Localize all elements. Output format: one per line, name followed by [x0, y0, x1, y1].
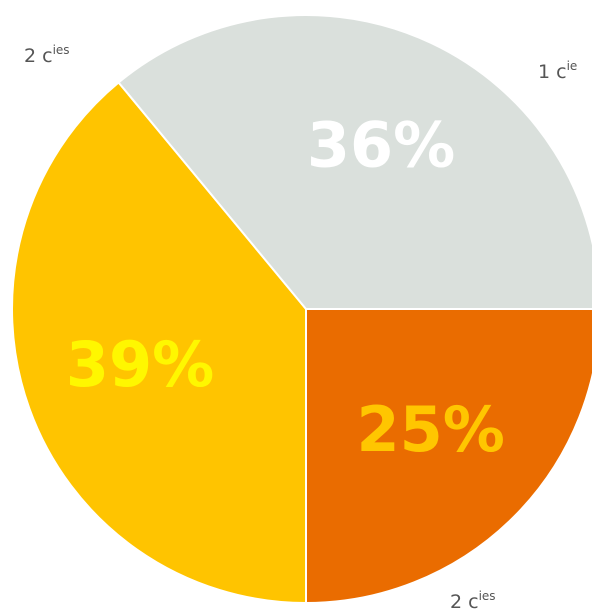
- pie-value-label-2: 39%: [66, 328, 214, 401]
- pie-slice-2: [11, 81, 307, 605]
- pie-slices: [11, 14, 592, 605]
- pie-slice-1: [305, 308, 592, 605]
- pie-value-label-3: 36%: [307, 108, 455, 181]
- pie-value-labels: 25% 39% 36%: [66, 108, 505, 465]
- category-label-1: 1 cie: [538, 59, 577, 83]
- pie-category-labels: 1 cie 2 cies 2 cies: [24, 43, 577, 611]
- pie-value-label-1: 25%: [357, 393, 505, 466]
- pie-slice-3: [117, 14, 592, 310]
- category-label-2: 2 cies: [450, 589, 496, 611]
- category-label-3: 2 cies: [24, 43, 70, 67]
